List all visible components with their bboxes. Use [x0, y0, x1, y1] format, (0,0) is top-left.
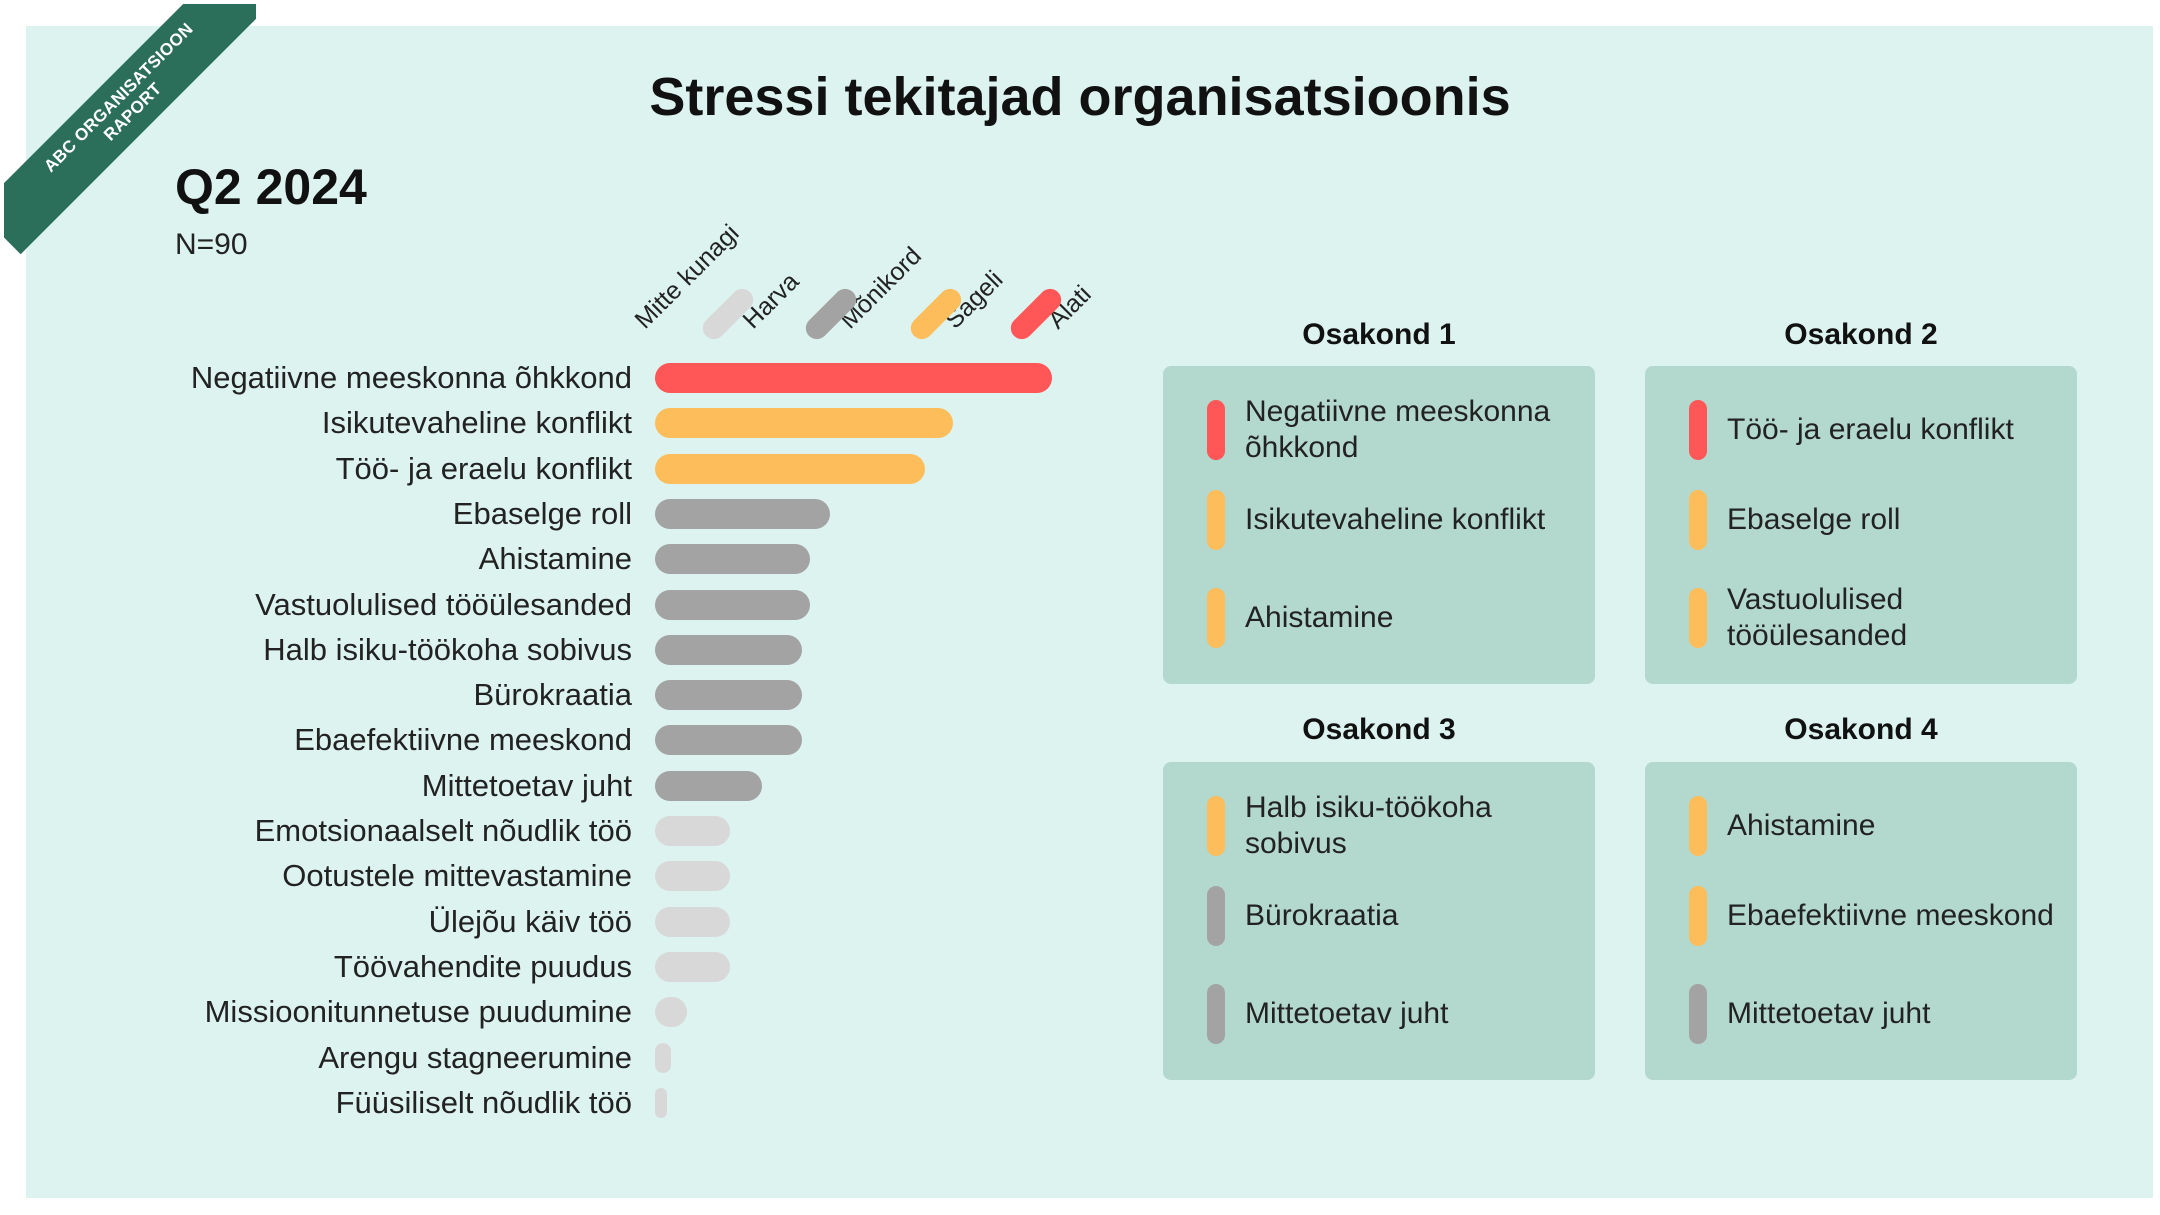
level-indicator: [1207, 400, 1225, 460]
department-stressor: Ahistamine: [1645, 796, 2077, 876]
department-stressor: Ahistamine: [1163, 588, 1595, 668]
bar-label: Bürokraatia: [473, 677, 632, 713]
department-stressor: Ebaefektiivne meeskond: [1645, 886, 2077, 966]
bar-label: Füüsiliselt nõudlik töö: [335, 1084, 632, 1120]
bar-label: Töö- ja eraelu konflikt: [335, 450, 632, 486]
stressor-label: Bürokraatia: [1245, 899, 1399, 932]
stressor-label: Mittetoetav juht: [1727, 997, 1931, 1030]
bar: [655, 544, 810, 575]
level-indicator: [1689, 886, 1707, 946]
department-title: Osakond 2: [1784, 318, 1938, 351]
stressor-label: Töö- ja eraelu konflikt: [1727, 413, 2014, 446]
department-title: Osakond 4: [1784, 713, 1938, 746]
bar-label: Töövahendite puudus: [333, 948, 632, 984]
sample-size: N=90: [175, 228, 248, 261]
stressor-label: Ahistamine: [1727, 809, 1876, 842]
department-stressor: Töö- ja eraelu konflikt: [1645, 400, 2077, 480]
bar-label: Emotsionaalselt nõudlik töö: [254, 813, 632, 848]
stressor-label: Ebaefektiivne meeskond: [1727, 899, 2054, 932]
stressor-label: Halb isiku-töökoha sobivus: [1245, 791, 1492, 860]
stressor-label: Ebaselge roll: [1727, 503, 1901, 536]
department-stressor: Bürokraatia: [1163, 886, 1595, 966]
department-card: Halb isiku-töökoha sobivus Bürokraatia Mit…: [1163, 762, 1595, 1080]
level-indicator: [1207, 490, 1225, 550]
bar-label: Ülejõu käiv töö: [428, 903, 632, 939]
bar-label: Ahistamine: [478, 541, 632, 577]
department-title: Osakond 3: [1302, 713, 1456, 746]
bar: [655, 680, 802, 711]
bar-label: Negatiivne meeskonna õhkkond: [190, 360, 632, 395]
bar: [655, 725, 802, 756]
bar: [655, 498, 830, 529]
level-indicator: [1689, 588, 1707, 648]
level-indicator: [1207, 984, 1225, 1044]
bar: [655, 906, 731, 937]
department-card: Negatiivne meeskonna õhkkond Isikutevahel…: [1163, 366, 1595, 684]
bar: [655, 1087, 667, 1118]
bar: [655, 816, 731, 846]
level-indicator: [1689, 400, 1707, 460]
stressor-label: Negatiivne meeskonna õhkkond: [1245, 395, 1551, 464]
level-indicator: [1689, 984, 1707, 1044]
department-title: Osakond 1: [1302, 318, 1456, 351]
level-indicator: [1689, 490, 1707, 550]
bar-label: Ebaefektiivne meeskond: [294, 722, 632, 758]
department-stressor: Mittetoetav juht: [1645, 984, 2077, 1064]
bar-label: Ootustele mittevastamine: [282, 858, 632, 894]
level-indicator: [1689, 796, 1707, 856]
department-stressor: Negatiivne meeskonna õhkkond: [1163, 395, 1595, 480]
stressor-label: Isikutevaheline konflikt: [1245, 503, 1546, 536]
bar-label: Arengu stagneerumine: [318, 1039, 632, 1075]
bar: [655, 453, 925, 484]
bar: [655, 634, 802, 665]
department-card: Töö- ja eraelu konflikt Ebaselge roll Vast…: [1645, 366, 2077, 684]
stressor-label: Ahistamine: [1245, 601, 1394, 634]
bar: [655, 408, 953, 439]
level-indicator: [1207, 588, 1225, 648]
department-stressor: Halb isiku-töökoha sobivus: [1163, 791, 1595, 876]
department-stressor: Vastuolulised tööülesanded: [1645, 583, 2077, 668]
level-indicator: [1207, 796, 1225, 856]
bar-label: Halb isiku-töökoha sobivus: [263, 631, 632, 667]
period-label: Q2 2024: [175, 159, 367, 215]
department-stressor: Mittetoetav juht: [1163, 984, 1595, 1064]
bar: [655, 363, 1052, 393]
department-card: Ahistamine Ebaefektiivne meeskond Mittetoe…: [1645, 762, 2077, 1080]
level-indicator: [1207, 886, 1225, 946]
bar-label: Mittetoetav juht: [421, 767, 632, 803]
bar: [655, 951, 731, 982]
bar: [655, 589, 810, 620]
department-stressor: Ebaselge roll: [1645, 490, 2077, 570]
bar: [655, 1042, 671, 1073]
bar-label: Ebaselge roll: [452, 495, 632, 531]
bar-label: Vastuolulised tööülesanded: [255, 586, 632, 622]
chart-title: Stressi tekitajad organisatsioonis: [649, 67, 1511, 127]
bar: [655, 861, 731, 892]
stressor-label: Vastuolulised tööülesanded: [1727, 583, 1908, 652]
bar: [655, 997, 687, 1028]
department-stressor: Isikutevaheline konflikt: [1163, 490, 1595, 570]
stressor-label: Mittetoetav juht: [1245, 997, 1449, 1030]
bar-label: Missioonitunnetuse puudumine: [204, 994, 632, 1030]
bar: [655, 770, 763, 801]
bar-label: Isikutevaheline konflikt: [321, 405, 632, 441]
